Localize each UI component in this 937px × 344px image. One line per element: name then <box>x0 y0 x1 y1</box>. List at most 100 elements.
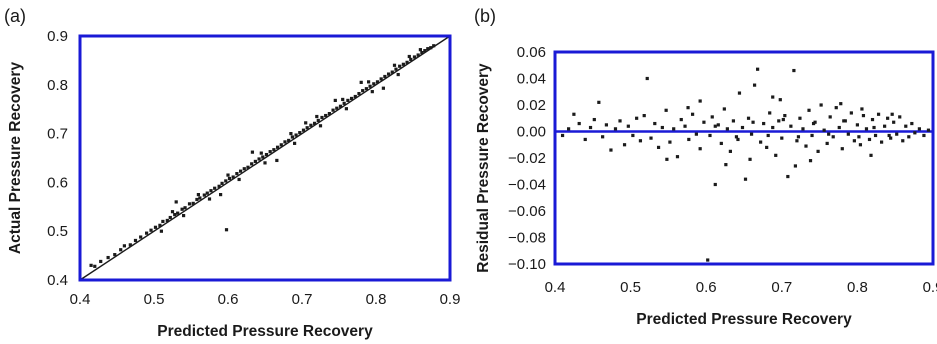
data-point <box>226 173 230 177</box>
x-tick-label: 0.5 <box>620 279 641 296</box>
data-point <box>290 135 294 139</box>
data-point <box>583 137 587 142</box>
data-point <box>698 147 702 151</box>
data-point <box>687 137 691 142</box>
data-point <box>752 83 757 87</box>
data-point <box>890 112 894 116</box>
data-point <box>315 114 319 119</box>
data-point <box>867 137 872 142</box>
data-point <box>294 133 298 137</box>
data-point <box>713 182 717 187</box>
panel-a-scatter: (a) 0.40.50.60.70.80.9 0.4 0.5 0.6 0.7 0.8 0.… <box>4 6 460 340</box>
data-point <box>766 133 770 138</box>
data-point <box>869 153 873 157</box>
y-tick-label: −0.10 <box>508 256 546 273</box>
data-point <box>857 135 861 139</box>
data-point <box>412 55 417 59</box>
data-point <box>298 131 302 135</box>
data-point <box>275 158 279 163</box>
data-point <box>275 145 280 149</box>
data-point <box>287 138 291 143</box>
data-point <box>597 100 601 104</box>
data-point <box>683 124 687 128</box>
data-point <box>122 244 126 248</box>
data-point <box>751 120 755 124</box>
data-point <box>827 132 831 136</box>
panel-b-label: (b) <box>474 6 496 26</box>
data-point <box>344 107 348 111</box>
data-point <box>324 113 328 118</box>
data-point <box>133 238 138 243</box>
y-tick-label: 0.00 <box>517 124 546 141</box>
data-point <box>736 137 740 142</box>
data-point <box>250 162 254 166</box>
data-point <box>261 155 265 159</box>
data-point <box>153 225 158 229</box>
data-point <box>724 163 728 167</box>
data-point <box>187 202 192 206</box>
data-point <box>235 172 239 176</box>
data-point <box>335 106 339 110</box>
data-point <box>398 64 402 68</box>
data-point <box>898 115 902 119</box>
data-point <box>304 121 308 125</box>
data-point <box>855 123 859 127</box>
data-point <box>887 133 891 138</box>
data-point <box>822 128 826 132</box>
data-point <box>690 112 695 116</box>
data-point <box>316 118 320 123</box>
y-tick-label: −0.06 <box>508 203 546 220</box>
data-point <box>93 264 97 268</box>
data-point <box>170 210 175 214</box>
x-tick-label: 0.4 <box>70 291 91 308</box>
data-point <box>145 231 149 235</box>
data-point <box>846 132 850 136</box>
x-tick-label: 0.4 <box>545 279 566 296</box>
data-point <box>664 108 668 112</box>
data-point <box>264 152 269 157</box>
data-point <box>713 124 717 128</box>
data-point <box>161 219 165 224</box>
data-point <box>205 191 209 195</box>
data-point <box>895 132 899 136</box>
data-point <box>202 193 206 197</box>
data-point <box>777 119 781 123</box>
data-point <box>722 107 726 111</box>
data-point <box>227 176 232 181</box>
data-point <box>119 248 123 252</box>
data-point <box>390 70 394 74</box>
data-point <box>289 132 293 136</box>
data-point <box>106 255 110 260</box>
data-point <box>665 157 669 161</box>
data-point <box>781 117 785 122</box>
data-point <box>740 125 745 130</box>
data-point <box>626 124 630 128</box>
data-point <box>731 119 736 123</box>
data-point <box>383 74 387 79</box>
panel-b-y-axis-label: Residual Pressure Recovery <box>475 63 492 273</box>
panel-a-points <box>89 44 436 268</box>
panel-a-label: (a) <box>4 6 26 26</box>
data-point <box>217 184 221 188</box>
data-point <box>99 259 103 264</box>
data-point <box>839 102 843 106</box>
data-point <box>396 72 400 77</box>
data-point <box>910 121 914 126</box>
panel-b-x-axis-label: Predicted Pressure Recovery <box>636 311 852 328</box>
data-point <box>318 124 323 128</box>
data-point <box>560 133 565 138</box>
data-point <box>176 211 180 215</box>
data-point <box>825 141 829 146</box>
data-point <box>195 197 199 202</box>
data-point <box>173 213 177 217</box>
data-point <box>370 90 374 94</box>
data-point <box>873 133 878 138</box>
data-point <box>209 189 213 193</box>
data-point <box>668 140 672 144</box>
data-point <box>259 151 263 155</box>
data-point <box>268 150 272 154</box>
data-point <box>237 177 241 182</box>
data-point <box>305 126 309 130</box>
data-point <box>341 97 345 102</box>
